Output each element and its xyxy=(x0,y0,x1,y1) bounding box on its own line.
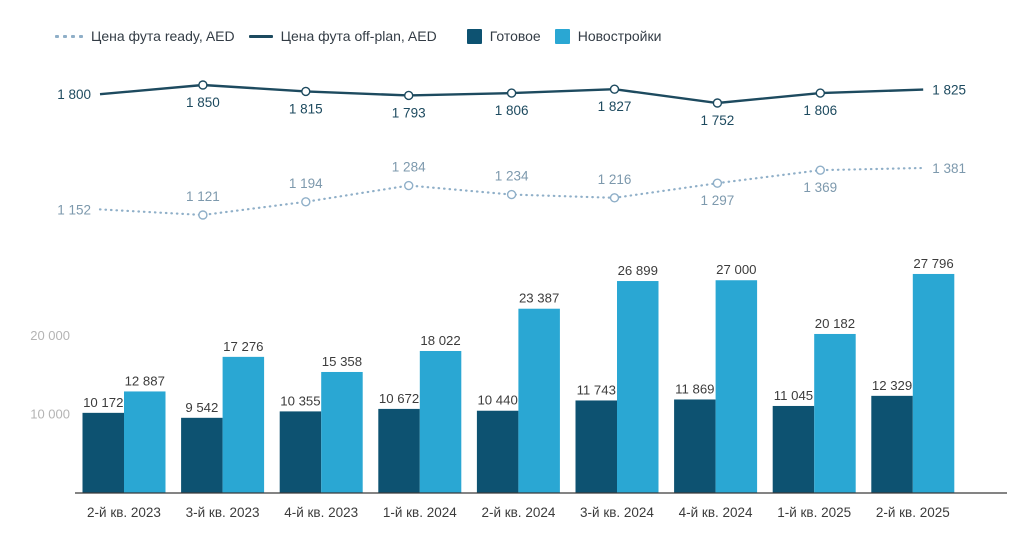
line-value-label: 1 284 xyxy=(392,160,426,175)
new-builds-bar-7[interactable] xyxy=(715,280,758,493)
new-builds-swatch-icon xyxy=(554,28,570,44)
bar-value-label: 10 672 xyxy=(379,391,419,406)
line-point-marker[interactable] xyxy=(198,80,208,90)
line-value-label: 1 800 xyxy=(57,87,91,102)
ready-bar-1[interactable] xyxy=(82,412,125,493)
line-value-label: 1 297 xyxy=(701,193,735,208)
bar-value-label: 11 869 xyxy=(675,381,714,396)
bar-value-label: 10 355 xyxy=(280,393,320,408)
new-builds-bar-2[interactable] xyxy=(222,356,265,493)
line-point-marker[interactable] xyxy=(506,88,517,98)
new-builds-bar-5[interactable] xyxy=(518,308,560,493)
bar-value-label: 20 182 xyxy=(815,316,855,331)
bar-value-label: 11 045 xyxy=(774,388,813,403)
line-point-marker[interactable] xyxy=(815,165,825,175)
legend-item-new-builds[interactable]: Новостройки xyxy=(554,28,662,44)
legend-label-offplan-price: Цена фута off-plan, AED xyxy=(280,28,437,44)
ready-bar-9[interactable] xyxy=(871,395,913,493)
bar-value-label: 26 899 xyxy=(618,263,658,278)
legend-item-ready-price[interactable]: Цена фута ready, AED xyxy=(55,28,235,44)
line-point-marker[interactable] xyxy=(609,193,620,203)
line-value-label: 1 121 xyxy=(186,189,220,204)
y-axis-tick-label: 10 000 xyxy=(30,407,70,422)
ready-bar-8[interactable] xyxy=(772,405,815,493)
line-value-label: 1 194 xyxy=(289,176,323,191)
line-value-label: 1 152 xyxy=(57,202,91,217)
ready-bar-5[interactable] xyxy=(476,410,519,493)
ready-bar-4[interactable] xyxy=(378,408,420,493)
bar-value-label: 15 358 xyxy=(322,354,362,369)
line-point-marker[interactable] xyxy=(404,90,414,101)
bar-value-label: 18 022 xyxy=(420,333,460,348)
line-point-marker[interactable] xyxy=(301,197,311,207)
bar-value-label: 12 887 xyxy=(125,373,165,388)
line-point-marker[interactable] xyxy=(609,84,620,94)
line-value-label: 1 381 xyxy=(932,161,966,176)
new-builds-bar-6[interactable] xyxy=(617,281,659,493)
line-value-label: 1 216 xyxy=(598,172,632,187)
new-builds-bar-3[interactable] xyxy=(321,371,363,493)
line-point-marker[interactable] xyxy=(712,98,723,108)
line-value-label: 1 827 xyxy=(598,99,632,114)
bar-value-label: 17 276 xyxy=(223,339,263,354)
ready-price-line-path xyxy=(98,166,925,217)
chart-legend: Цена фута ready, AED Цена фута off-plan,… xyxy=(55,28,661,44)
ready-bar-2[interactable] xyxy=(181,417,223,493)
ready-swatch-icon xyxy=(466,28,482,44)
x-axis-category-label: 4-й кв. 2023 xyxy=(284,505,358,520)
dotted-line-icon xyxy=(55,34,83,38)
ready-bar-7[interactable] xyxy=(674,399,716,493)
bar-value-label: 27 796 xyxy=(913,256,953,271)
line-value-label: 1 369 xyxy=(803,180,837,195)
legend-label-new-builds: Новостройки xyxy=(577,28,662,44)
bar-value-label: 27 000 xyxy=(716,262,756,277)
x-axis-category-label: 2-й кв. 2025 xyxy=(876,505,950,520)
line-value-label: 1 806 xyxy=(803,103,837,118)
bar-value-label: 10 172 xyxy=(83,395,123,410)
solid-line-icon xyxy=(248,34,273,38)
legend-label-ready-price: Цена фута ready, AED xyxy=(91,28,235,44)
line-point-marker[interactable] xyxy=(198,210,208,220)
new-builds-bar-1[interactable] xyxy=(124,391,166,493)
x-axis-category-label: 1-й кв. 2025 xyxy=(777,505,851,520)
legend-item-offplan-price[interactable]: Цена фута off-plan, AED xyxy=(248,28,437,44)
line-point-marker[interactable] xyxy=(712,178,723,188)
new-builds-bar-9[interactable] xyxy=(912,273,955,493)
bar-value-label: 11 743 xyxy=(577,382,616,397)
x-axis-category-label: 4-й кв. 2024 xyxy=(679,505,753,520)
line-value-label: 1 752 xyxy=(701,113,735,128)
x-axis-category-label: 3-й кв. 2024 xyxy=(580,505,654,520)
legend-label-ready-stock: Готовое xyxy=(489,28,541,44)
line-value-label: 1 234 xyxy=(495,169,529,184)
y-axis-tick-label: 20 000 xyxy=(30,328,70,343)
new-builds-bar-4[interactable] xyxy=(419,350,462,493)
line-point-marker[interactable] xyxy=(506,189,517,200)
x-axis-category-label: 1-й кв. 2024 xyxy=(383,505,457,520)
x-axis-category-label: 3-й кв. 2023 xyxy=(186,505,260,520)
line-value-label: 1 825 xyxy=(932,83,966,98)
line-point-marker[interactable] xyxy=(301,86,311,97)
bar-value-label: 10 440 xyxy=(477,393,517,408)
bar-value-label: 23 387 xyxy=(519,291,559,306)
ready-bar-3[interactable] xyxy=(279,411,322,493)
x-axis-category-label: 2-й кв. 2023 xyxy=(87,505,161,520)
line-value-label: 1 793 xyxy=(392,105,426,120)
line-value-label: 1 815 xyxy=(289,101,323,116)
x-axis-category-label: 2-й кв. 2024 xyxy=(481,505,555,520)
bar-value-label: 9 542 xyxy=(185,400,218,415)
new-builds-bar-8[interactable] xyxy=(814,333,856,493)
line-value-label: 1 806 xyxy=(495,103,529,118)
line-point-marker[interactable] xyxy=(404,180,414,191)
line-value-label: 1 850 xyxy=(186,95,220,110)
bar-value-label: 12 329 xyxy=(872,378,912,393)
legend-item-ready-stock[interactable]: Готовое xyxy=(466,28,541,44)
ready-bar-6[interactable] xyxy=(575,400,618,493)
line-point-marker[interactable] xyxy=(815,88,825,98)
